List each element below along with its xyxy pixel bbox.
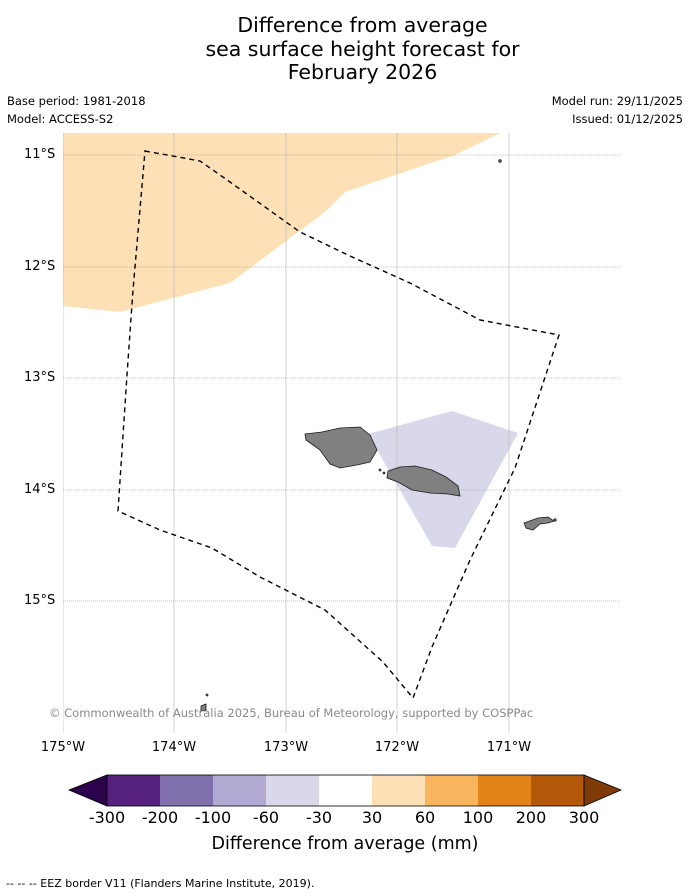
- lon-label-172w: 172°W: [374, 740, 420, 755]
- island-upolu: [386, 465, 461, 497]
- chart-title: Difference from average sea surface heig…: [0, 13, 690, 85]
- colorbar-seg-4: [319, 775, 372, 806]
- lon-label-174w: 174°W: [151, 740, 197, 755]
- island-savaii: [304, 426, 378, 469]
- model-name: Model: ACCESS-S2: [7, 112, 114, 126]
- colorbar-tick-0: -300: [88, 808, 126, 827]
- base-period: Base period: 1981-2018: [7, 94, 146, 108]
- island-manono: [378, 468, 382, 472]
- island-apolima: [382, 471, 386, 475]
- map-credit: © Commonwealth of Australia 2025, Bureau…: [49, 706, 534, 720]
- colorbar-tick-3: -60: [252, 808, 280, 827]
- lat-label-15s: 15°S: [24, 593, 56, 608]
- colorbar-seg-6: [425, 775, 478, 806]
- colorbar-tick-4: -30: [305, 808, 333, 827]
- island-tutuila: [523, 516, 555, 531]
- colorbar-tick-7: 100: [462, 808, 494, 827]
- colorbar-seg-0: [107, 775, 160, 806]
- colorbar-tick-1: -200: [141, 808, 179, 827]
- island-small-south-2: [205, 693, 209, 697]
- lat-label-11s: 11°S: [24, 147, 56, 162]
- colorbar-tick-5: 30: [361, 808, 383, 827]
- colorbar-over-arrow: [583, 774, 623, 807]
- title-line-1: Difference from average: [237, 13, 488, 37]
- island-small-north: [498, 159, 502, 163]
- colorbar-tick-2: -100: [194, 808, 232, 827]
- gridlines: [63, 133, 510, 733]
- colorbar-frame: [106, 774, 585, 807]
- lon-label-175w: 175°W: [40, 740, 86, 755]
- land: [200, 159, 557, 712]
- colorbar-seg-5: [372, 775, 425, 806]
- lat-label-12s: 12°S: [24, 259, 56, 274]
- lat-label-13s: 13°S: [24, 370, 56, 385]
- colorbar-tick-9: 300: [568, 808, 600, 827]
- colorbar-seg-7: [478, 775, 531, 806]
- eez-border: [117, 150, 560, 700]
- anomaly-region-positive: [63, 133, 500, 312]
- issued-date: Issued: 01/12/2025: [572, 112, 683, 126]
- colorbar: [67, 774, 623, 807]
- colorbar-under-arrow: [67, 774, 108, 807]
- title-line-2: sea surface height forecast for: [205, 36, 520, 61]
- colorbar-tick-8: 200: [515, 808, 547, 827]
- colorbar-seg-8: [531, 775, 584, 806]
- island-small-east: [553, 518, 557, 522]
- colorbar-seg-3: [266, 775, 319, 806]
- colorbar-label: Difference from average (mm): [211, 834, 479, 854]
- colorbar-seg-1: [160, 775, 213, 806]
- colorbar-seg-2: [213, 775, 266, 806]
- lon-label-171w: 171°W: [486, 740, 532, 755]
- lon-label-173w: 173°W: [263, 740, 309, 755]
- colorbar-tick-6: 60: [414, 808, 436, 827]
- island-small-south: [200, 703, 207, 712]
- eez-footnote: -- -- -- EEZ border V11 (Flanders Marine…: [6, 877, 315, 890]
- title-line-3: February 2026: [287, 60, 438, 84]
- map-panel: [63, 133, 620, 733]
- lat-label-14s: 14°S: [24, 482, 56, 497]
- model-run: Model run: 29/11/2025: [551, 94, 683, 108]
